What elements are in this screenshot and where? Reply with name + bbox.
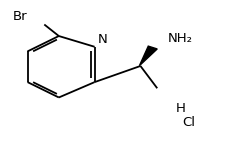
Polygon shape	[140, 46, 157, 66]
Text: Cl: Cl	[182, 115, 195, 128]
Text: N: N	[98, 33, 107, 46]
Text: H: H	[176, 102, 186, 115]
Text: NH₂: NH₂	[167, 32, 192, 45]
Text: Br: Br	[12, 10, 27, 23]
